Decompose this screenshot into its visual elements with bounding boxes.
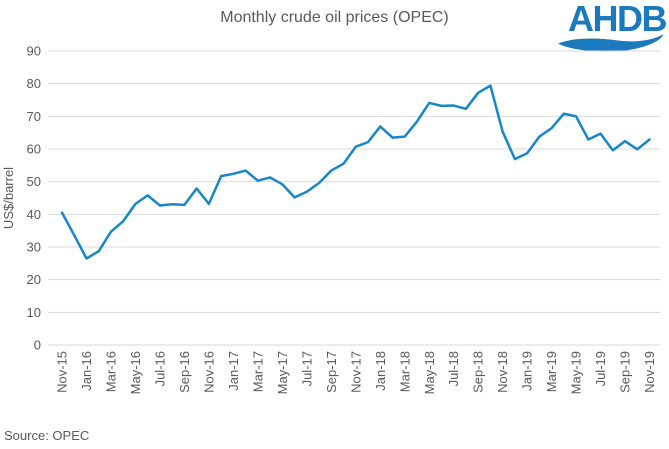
x-tick-label: Jan-18 xyxy=(373,351,388,391)
x-tick-label: Mar-17 xyxy=(250,351,265,392)
x-tick-label: Jul-16 xyxy=(152,351,167,386)
x-tick-label: Jan-17 xyxy=(226,351,241,391)
y-tick-label: 40 xyxy=(27,207,41,222)
x-tick-label: Sep-18 xyxy=(471,351,486,393)
x-tick-label: Jul-19 xyxy=(593,351,608,386)
y-tick-label: 50 xyxy=(27,174,41,189)
x-tick-label: Mar-16 xyxy=(104,351,119,392)
y-tick-label: 30 xyxy=(27,240,41,255)
y-axis-title: US$/barrel xyxy=(1,167,16,229)
x-tick-label: May-19 xyxy=(569,351,584,394)
x-tick-label: Jan-19 xyxy=(520,351,535,391)
ahdb-logo-text: AHDB xyxy=(568,0,668,39)
x-tick-label: Jul-18 xyxy=(446,351,461,386)
y-tick-label: 80 xyxy=(27,76,41,91)
price-line-series xyxy=(60,84,651,260)
x-tick-label: Nov-19 xyxy=(642,351,657,393)
x-tick-label: May-16 xyxy=(128,351,143,394)
y-tick-label: 20 xyxy=(27,272,41,287)
y-tick-label: 70 xyxy=(27,109,41,124)
y-tick-label: 60 xyxy=(27,142,41,157)
x-tick-label: May-18 xyxy=(422,351,437,394)
ahdb-logo-swoosh-icon xyxy=(558,34,664,52)
x-tick-label: Jan-16 xyxy=(79,351,94,391)
x-tick-label: Jul-17 xyxy=(299,351,314,386)
y-tick-label: 10 xyxy=(27,305,41,320)
ahdb-logo: AHDB xyxy=(558,0,668,53)
y-tick-label: 90 xyxy=(27,44,41,59)
x-tick-label: Nov-17 xyxy=(348,351,363,393)
source-note: Source: OPEC xyxy=(4,428,90,443)
x-tick-label: Nov-18 xyxy=(495,351,510,393)
x-tick-label: Nov-15 xyxy=(55,351,70,393)
chart-title: Monthly crude oil prices (OPEC) xyxy=(220,9,449,26)
x-tick-label: Sep-19 xyxy=(618,351,633,393)
x-tick-label: Mar-19 xyxy=(544,351,559,392)
x-tick-label: Sep-16 xyxy=(177,351,192,393)
x-tick-label: Nov-16 xyxy=(201,351,216,393)
x-tick-label: May-17 xyxy=(275,351,290,394)
x-tick-label: Sep-17 xyxy=(324,351,339,393)
x-tick-label: Mar-18 xyxy=(397,351,412,392)
y-tick-label: 0 xyxy=(34,338,41,353)
